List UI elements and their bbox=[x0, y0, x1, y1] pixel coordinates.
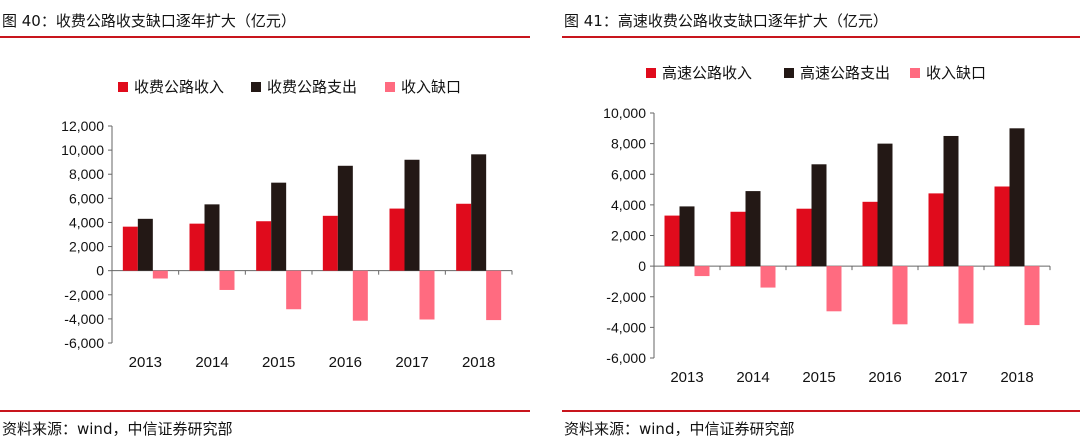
right-y-tick-label: -4,000 bbox=[606, 319, 646, 335]
left-y-tick-label: 6,000 bbox=[69, 190, 104, 206]
left-x-label-2015: 2015 bbox=[262, 354, 295, 371]
left-chart-title: 图 40：收费公路收支缺口逐年扩大（亿元） bbox=[2, 12, 296, 30]
right-legend-label-3: 收入缺口 bbox=[926, 65, 986, 82]
left-x-label-2014: 2014 bbox=[195, 354, 228, 371]
left-x-label-2013: 2013 bbox=[129, 354, 162, 371]
right-bar-3-2017 bbox=[958, 266, 974, 324]
right-x-label-2014: 2014 bbox=[736, 369, 769, 386]
right-bar-2-2018 bbox=[1009, 128, 1025, 267]
left-bar-1-2018 bbox=[456, 203, 472, 271]
right-bar-3-2018 bbox=[1024, 266, 1040, 326]
right-bar-3-2014 bbox=[760, 266, 776, 288]
left-bar-3-2018 bbox=[486, 270, 502, 321]
right-y-tick-label: 10,000 bbox=[603, 105, 646, 121]
left-y-tick-label: 12,000 bbox=[61, 118, 104, 134]
right-title-rule bbox=[562, 36, 1080, 38]
left-bar-3-2017 bbox=[419, 270, 435, 320]
left-legend-label-3: 收入缺口 bbox=[401, 79, 461, 96]
left-bar-3-2014 bbox=[219, 270, 235, 290]
right-x-label-2016: 2016 bbox=[868, 369, 901, 386]
left-legend-swatch-3 bbox=[385, 82, 395, 92]
right-bar-2-2013 bbox=[679, 206, 695, 267]
left-bar-3-2016 bbox=[352, 270, 368, 321]
left-y-tick-label: 8,000 bbox=[69, 166, 104, 182]
left-bar-1-2017 bbox=[389, 208, 405, 271]
right-bar-2-2014 bbox=[745, 191, 761, 267]
left-y-tick-label: 2,000 bbox=[69, 239, 104, 255]
right-bar-chart: 高速公路收入 高速公路支出 收入缺口 10,000 8,000 6,000 4,000 2,0… bbox=[603, 65, 1051, 386]
right-x-label-2017: 2017 bbox=[934, 369, 967, 386]
left-y-tick-label: 10,000 bbox=[61, 142, 104, 158]
left-bar-2-2018 bbox=[471, 154, 487, 271]
right-bar-2-2017 bbox=[943, 135, 959, 267]
left-bar-1-2014 bbox=[189, 223, 205, 271]
left-chart-panel: 图 40：收费公路收支缺口逐年扩大（亿元） 收费公路收入 收费公路支出 收入缺口 12… bbox=[0, 0, 530, 448]
left-bar-1-2015 bbox=[256, 221, 272, 271]
left-legend-label-2: 收费公路支出 bbox=[267, 79, 357, 96]
left-x-label-2018: 2018 bbox=[462, 354, 495, 371]
left-y-tick-label: -2,000 bbox=[64, 287, 104, 303]
right-bar-1-2013 bbox=[664, 215, 680, 267]
right-legend-label-1: 高速公路收入 bbox=[662, 65, 752, 82]
left-legend-label-1: 收费公路收入 bbox=[134, 79, 224, 96]
right-bar-1-2017 bbox=[928, 193, 944, 267]
right-legend-label-2: 高速公路支出 bbox=[800, 65, 890, 82]
right-bar-1-2018 bbox=[994, 186, 1010, 267]
right-x-label-2018: 2018 bbox=[1000, 369, 1033, 386]
left-bar-2-2015 bbox=[271, 182, 287, 271]
left-bar-3-2015 bbox=[286, 270, 302, 310]
left-y-tick-label: -6,000 bbox=[64, 335, 104, 351]
left-bar-chart: 收费公路收入 收费公路支出 收入缺口 12,000 10,000 8,000 6,000 4,… bbox=[61, 79, 513, 371]
left-bar-2-2016 bbox=[337, 165, 353, 271]
right-legend-swatch-3 bbox=[910, 68, 920, 78]
right-y-tick-label: -2,000 bbox=[606, 289, 646, 305]
left-bar-2-2013 bbox=[137, 218, 153, 271]
left-title-rule bbox=[0, 36, 530, 38]
right-bar-3-2016 bbox=[892, 266, 908, 325]
right-chart-title: 图 41：高速收费公路收支缺口逐年扩大（亿元） bbox=[564, 12, 888, 30]
left-x-label-2016: 2016 bbox=[329, 354, 362, 371]
left-legend-swatch-1 bbox=[118, 82, 128, 92]
right-source-note: 资料来源：wind，中信证券研究部 bbox=[564, 420, 795, 438]
left-bar-2-2014 bbox=[204, 204, 220, 271]
right-y-tick-label: 4,000 bbox=[611, 197, 646, 213]
right-y-tick-label: 2,000 bbox=[611, 228, 646, 244]
left-legend-swatch-2 bbox=[251, 82, 261, 92]
right-x-label-2013: 2013 bbox=[670, 369, 703, 386]
left-x-label-2017: 2017 bbox=[395, 354, 428, 371]
right-bar-1-2016 bbox=[862, 201, 878, 267]
left-bar-1-2016 bbox=[322, 215, 338, 271]
right-y-tick-label: -6,000 bbox=[606, 350, 646, 366]
left-bar-3-2013 bbox=[152, 270, 168, 279]
left-y-tick-label: 0 bbox=[96, 263, 104, 279]
right-bar-1-2015 bbox=[796, 208, 812, 267]
left-y-tick-label: 4,000 bbox=[69, 214, 104, 230]
right-source-rule bbox=[562, 410, 1080, 412]
right-x-label-2015: 2015 bbox=[802, 369, 835, 386]
left-y-tick-label: -4,000 bbox=[64, 311, 104, 327]
right-legend-swatch-2 bbox=[784, 68, 794, 78]
right-y-tick-label: 0 bbox=[638, 258, 646, 274]
right-y-tick-label: 8,000 bbox=[611, 136, 646, 152]
right-y-tick-label: 6,000 bbox=[611, 166, 646, 182]
right-bar-3-2015 bbox=[826, 266, 842, 312]
right-chart-panel: 图 41：高速收费公路收支缺口逐年扩大（亿元） 高速公路收入 高速公路支出 收入缺口… bbox=[562, 0, 1080, 448]
left-bar-2-2017 bbox=[404, 159, 420, 271]
left-source-note: 资料来源：wind，中信证券研究部 bbox=[2, 420, 233, 438]
right-bar-2-2015 bbox=[811, 164, 827, 267]
right-bar-1-2014 bbox=[730, 211, 746, 267]
left-bar-1-2013 bbox=[122, 226, 138, 271]
left-source-rule bbox=[0, 410, 530, 412]
right-bar-3-2013 bbox=[694, 266, 710, 277]
right-bar-2-2016 bbox=[877, 143, 893, 267]
right-legend-swatch-1 bbox=[646, 68, 656, 78]
